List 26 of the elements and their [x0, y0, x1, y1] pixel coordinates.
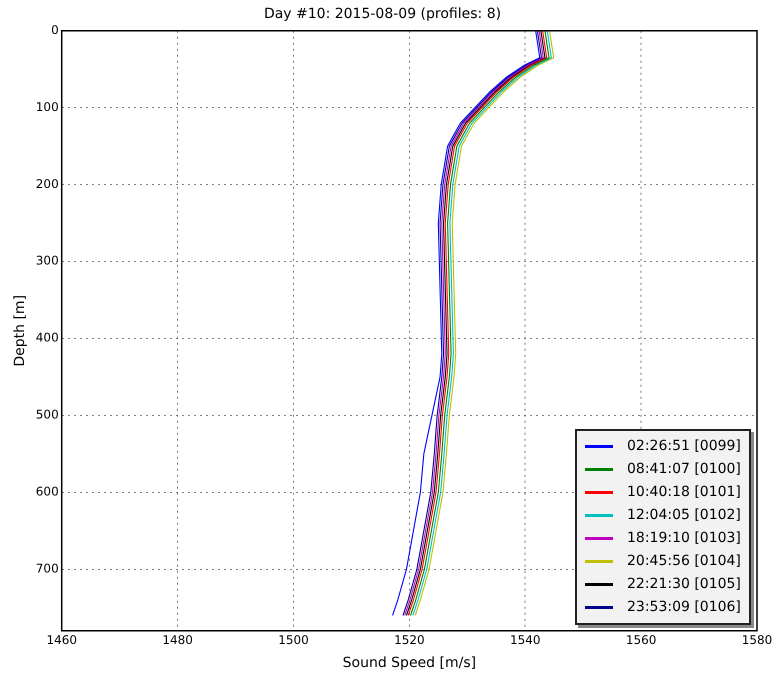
x-tick-label: 1500	[278, 633, 309, 648]
legend-label: 12:04:05 [0102]	[627, 506, 741, 525]
x-tick-label: 1480	[162, 633, 193, 648]
legend-label: 18:19:10 [0103]	[627, 528, 741, 548]
y-tick-label: 700	[36, 561, 59, 576]
x-axis-title: Sound Speed [m/s]	[342, 655, 476, 672]
legend-label: 22:21:30 [0105]	[627, 574, 741, 594]
y-tick-label: 500	[36, 408, 59, 422]
legend-label: 08:41:07 [0100]	[627, 460, 741, 479]
y-axis-title: Depth [m]	[12, 294, 28, 367]
x-tick-label: 1460	[46, 633, 77, 648]
y-tick-label: 600	[36, 484, 59, 498]
legend-label: 23:53:09 [0106]	[627, 598, 741, 617]
chart-title: Day #10: 2015-08-09 (profiles: 8)	[264, 6, 502, 22]
legend-label: 10:40:18 [0101]	[627, 482, 741, 502]
x-tick-label: 1560	[626, 633, 656, 648]
y-tick-label: 100	[36, 100, 59, 114]
x-tick-label: 1520	[394, 633, 425, 648]
y-tick-label: 300	[36, 254, 59, 268]
y-tick-label: 0	[51, 22, 59, 37]
legend-label: 02:26:51 [0099]	[627, 436, 741, 456]
x-tick-label: 1580	[742, 633, 772, 648]
y-tick-label: 400	[36, 330, 59, 345]
legend-label: 20:45:56 [0104]	[627, 552, 741, 571]
x-tick-label: 1540	[510, 633, 541, 648]
y-tick-label: 200	[36, 176, 59, 191]
